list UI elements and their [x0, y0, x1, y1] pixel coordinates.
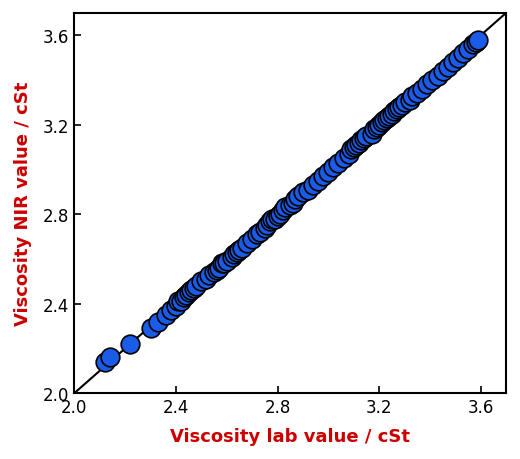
Point [235, 247, 243, 254]
Point [299, 189, 307, 196]
Y-axis label: Viscosity NIR value / cSt: Viscosity NIR value / cSt [14, 82, 32, 325]
Point [372, 124, 381, 131]
Point [406, 97, 414, 105]
Point [192, 282, 200, 290]
Point [360, 135, 368, 142]
Point [388, 111, 396, 118]
Point [472, 39, 480, 46]
Point [253, 231, 262, 239]
Point [334, 160, 343, 167]
Point [217, 260, 226, 268]
Point [213, 267, 221, 274]
Point [101, 358, 109, 366]
Point [340, 155, 348, 162]
Point [278, 207, 287, 214]
Point [395, 104, 404, 111]
Point [220, 260, 228, 268]
Point [314, 178, 322, 185]
Point [182, 291, 190, 299]
Point [433, 73, 441, 80]
Point [187, 287, 196, 294]
Point [248, 235, 256, 243]
Point [126, 341, 134, 348]
Point [276, 211, 284, 218]
Point [261, 224, 269, 232]
Point [154, 318, 162, 325]
Point [263, 222, 271, 230]
Point [238, 245, 246, 252]
Point [202, 276, 211, 283]
Point [459, 50, 467, 58]
Point [370, 126, 378, 134]
Point [357, 137, 366, 145]
Point [289, 200, 297, 207]
Point [106, 354, 114, 361]
Point [197, 278, 205, 285]
Point [352, 142, 360, 149]
Point [413, 90, 421, 98]
Point [344, 151, 353, 158]
Point [174, 298, 183, 305]
Point [423, 82, 432, 89]
Point [268, 216, 277, 223]
Point [230, 251, 239, 258]
Point [453, 55, 462, 62]
Point [281, 204, 289, 212]
Point [233, 249, 241, 256]
Point [223, 258, 231, 265]
Point [367, 131, 375, 138]
Point [271, 216, 279, 223]
Point [329, 164, 337, 172]
Point [380, 118, 388, 125]
Point [444, 64, 452, 71]
Point [243, 240, 251, 247]
Point [408, 93, 417, 100]
Point [375, 122, 383, 129]
Point [428, 77, 437, 84]
Point [266, 218, 274, 225]
Point [286, 202, 294, 209]
Point [304, 186, 312, 194]
Point [179, 294, 188, 301]
Point [172, 302, 180, 310]
Point [177, 298, 185, 305]
Point [390, 108, 398, 116]
Point [398, 102, 406, 109]
Point [474, 37, 483, 45]
Point [210, 269, 218, 276]
Point [324, 168, 332, 176]
Point [349, 144, 358, 151]
Point [228, 253, 236, 261]
Point [319, 173, 328, 180]
Point [167, 307, 175, 314]
Point [190, 285, 198, 292]
X-axis label: Viscosity lab value / cSt: Viscosity lab value / cSt [170, 427, 410, 445]
Point [147, 325, 155, 332]
Point [355, 140, 363, 147]
Point [383, 115, 391, 123]
Point [215, 265, 223, 272]
Point [418, 86, 426, 94]
Point [347, 146, 355, 154]
Point [205, 271, 213, 279]
Point [309, 182, 317, 190]
Point [400, 100, 409, 107]
Point [464, 46, 472, 53]
Point [185, 289, 193, 297]
Point [469, 41, 477, 49]
Point [291, 196, 300, 203]
Point [256, 229, 264, 236]
Point [438, 68, 447, 76]
Point [274, 213, 282, 221]
Point [378, 119, 386, 127]
Point [294, 193, 302, 201]
Point [393, 106, 401, 113]
Point [385, 113, 394, 120]
Point [449, 59, 457, 67]
Point [362, 133, 371, 140]
Point [162, 312, 170, 319]
